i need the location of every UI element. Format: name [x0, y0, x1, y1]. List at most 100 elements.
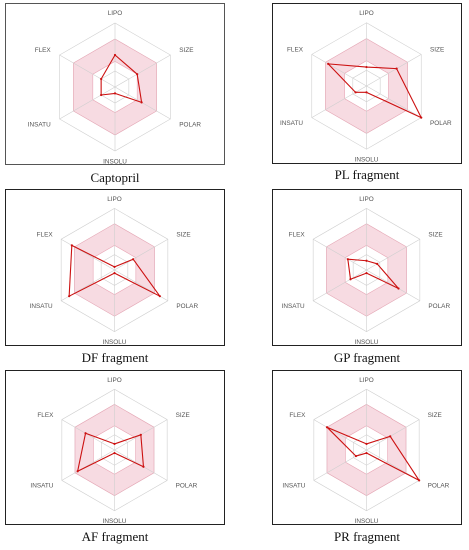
panel-df-fragment: LIPO SIZE POLAR INSOLU INSATU FLEX DF fragmen… — [5, 189, 225, 374]
data-point-size — [136, 73, 139, 76]
axis-label-flex: FLEX — [35, 47, 52, 54]
axis-label-polar: POLAR — [428, 483, 450, 490]
axis-spoke-insatu — [61, 449, 115, 481]
axis-label-flex: FLEX — [37, 412, 54, 419]
data-point-polar — [418, 479, 421, 482]
data-point-lipo — [365, 65, 368, 69]
axis-label-flex: FLEX — [37, 232, 54, 239]
data-point-size — [395, 67, 398, 70]
axis-label-insatu: INSATU — [30, 303, 53, 310]
axis-label-insatu: INSATU — [30, 483, 53, 490]
axis-label-insolu: INSOLU — [355, 518, 379, 523]
axis-label-insatu: INSATU — [280, 120, 303, 127]
axis-label-polar: POLAR — [179, 121, 201, 128]
panel-captopril: LIPO SIZE POLAR INSOLU INSATU FLEX Captopril — [5, 3, 225, 193]
axis-label-size: SIZE — [430, 47, 444, 54]
data-point-insolu — [365, 91, 368, 94]
chart-caption: Captopril — [90, 170, 140, 185]
data-point-insatu — [100, 93, 103, 97]
data-point-insatu — [76, 470, 79, 473]
data-point-lipo — [365, 259, 368, 262]
radar-chart-gp-fragment: LIPO SIZE POLAR INSOLU INSATU FLEX — [282, 196, 451, 344]
axis-spoke-flex — [313, 419, 367, 451]
chart-caption: DF fragment — [81, 350, 149, 365]
panel-pr-fragment: LIPO SIZE POLAR INSOLU INSATU FLEX PR fragmen… — [272, 370, 462, 550]
axis-label-insatu: INSATU — [28, 121, 51, 128]
axis-label-lipo: LIPO — [107, 377, 122, 384]
chart-caption: AF fragment — [81, 529, 149, 544]
data-point-flex — [346, 258, 349, 261]
axis-label-polar: POLAR — [430, 120, 452, 127]
data-point-lipo — [113, 265, 116, 269]
axis-spoke-size — [114, 238, 168, 271]
axis-spoke-insatu — [311, 85, 367, 118]
data-point-polar — [420, 116, 423, 119]
data-point-insolu — [113, 271, 116, 275]
axis-label-size: SIZE — [179, 47, 193, 54]
axis-spoke-flex — [61, 238, 115, 271]
data-point-flex — [100, 77, 103, 81]
axis-label-lipo: LIPO — [359, 10, 374, 17]
panel-gp-fragment: LIPO SIZE POLAR INSOLU INSATU FLEX GP fragmen… — [272, 189, 462, 374]
data-point-insatu — [68, 295, 71, 298]
axis-label-size: SIZE — [176, 412, 190, 419]
axis-label-flex: FLEX — [289, 412, 306, 419]
axis-spoke-size — [366, 54, 422, 87]
axis-spoke-size — [114, 54, 171, 88]
chart-frame: LIPO SIZE POLAR INSOLU INSATU FLEX — [5, 370, 225, 525]
axis-label-size: SIZE — [176, 232, 190, 239]
chart-frame: LIPO SIZE POLAR INSOLU INSATU FLEX — [272, 3, 462, 164]
panel-af-fragment: LIPO SIZE POLAR INSOLU INSATU FLEX AF fragmen… — [5, 370, 225, 550]
chart-frame: LIPO SIZE POLAR INSOLU INSATU FLEX — [272, 370, 462, 525]
data-point-size — [389, 435, 392, 438]
radar-chart-df-fragment: LIPO SIZE POLAR INSOLU INSATU FLEX — [30, 196, 199, 344]
data-point-flex — [84, 432, 87, 435]
axis-spoke-polar — [114, 86, 171, 120]
data-point-flex — [70, 244, 73, 247]
data-point-insatu — [354, 91, 357, 94]
data-point-lipo — [365, 442, 368, 446]
data-point-polar — [142, 465, 145, 468]
axis-label-flex: FLEX — [287, 47, 304, 54]
chart-frame: LIPO SIZE POLAR INSOLU INSATU FLEX — [5, 3, 225, 165]
chart-frame: LIPO SIZE POLAR INSOLU INSATU FLEX — [272, 189, 462, 346]
data-point-insatu — [354, 454, 358, 458]
axis-label-size: SIZE — [428, 412, 442, 419]
axis-label-lipo: LIPO — [107, 196, 122, 203]
axis-spoke-size — [366, 419, 420, 451]
data-point-polar — [397, 287, 400, 290]
radar-chart-pl-fragment: LIPO SIZE POLAR INSOLU INSATU FLEX — [280, 10, 452, 162]
radar-chart-af-fragment: LIPO SIZE POLAR INSOLU INSATU FLEX — [30, 377, 198, 523]
data-point-polar — [140, 101, 143, 104]
chart-caption: GP fragment — [333, 350, 401, 365]
axis-label-polar: POLAR — [176, 483, 198, 490]
axis-spoke-flex — [59, 54, 116, 88]
axis-spoke-insatu — [59, 86, 116, 120]
axis-label-flex: FLEX — [289, 232, 306, 239]
chart-caption: PR fragment — [333, 529, 401, 544]
axis-spoke-polar — [366, 85, 422, 118]
data-point-lipo — [113, 53, 117, 57]
data-point-size — [139, 433, 142, 436]
data-point-insolu — [365, 271, 368, 275]
axis-label-insatu: INSATU — [282, 483, 305, 490]
axis-label-lipo: LIPO — [108, 10, 123, 17]
axis-label-insatu: INSATU — [282, 303, 305, 310]
radar-chart-captopril: LIPO SIZE POLAR INSOLU INSATU FLEX — [28, 10, 202, 164]
axis-label-insolu: INSOLU — [355, 157, 379, 162]
data-point-polar — [158, 295, 161, 298]
data-point-insolu — [365, 451, 368, 455]
data-point-insolu — [113, 451, 116, 455]
axis-spoke-flex — [311, 54, 367, 87]
data-point-insatu — [349, 278, 352, 281]
data-point-insolu — [113, 92, 117, 95]
data-point-lipo — [113, 442, 116, 446]
axis-label-insolu: INSOLU — [103, 339, 127, 344]
axis-label-polar: POLAR — [428, 303, 450, 310]
data-point-flex — [325, 426, 329, 429]
axis-spoke-flex — [313, 238, 367, 271]
axis-label-lipo: LIPO — [359, 196, 374, 203]
axis-label-polar: POLAR — [176, 303, 198, 310]
panel-pl-fragment: LIPO SIZE POLAR INSOLU INSATU FLEX PL fragmen… — [272, 3, 462, 193]
radar-chart-pr-fragment: LIPO SIZE POLAR INSOLU INSATU FLEX — [282, 377, 450, 523]
